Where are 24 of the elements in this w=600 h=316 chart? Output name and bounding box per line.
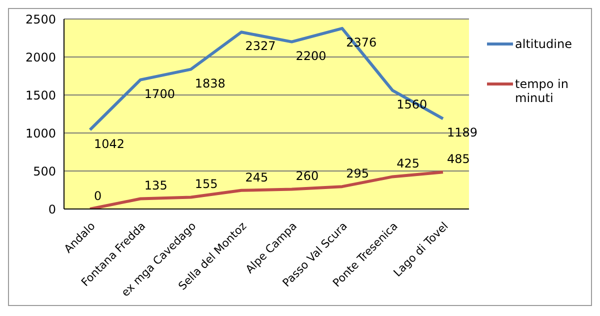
legend-label: tempo in minuti — [515, 77, 570, 105]
data-label: 0 — [94, 189, 102, 203]
data-label: 1700 — [144, 86, 175, 101]
y-tick-label: 2500 — [25, 12, 56, 26]
legend-label: altitudine — [515, 37, 572, 51]
y-tick-label: 1500 — [25, 88, 56, 102]
data-label: 1838 — [194, 76, 226, 90]
data-label: 260 — [296, 169, 319, 184]
data-label: 245 — [245, 170, 268, 184]
line-series — [88, 26, 444, 132]
data-label: 1042 — [94, 136, 125, 151]
y-tick-label: 0 — [48, 202, 56, 216]
y-tick-label: 500 — [33, 164, 56, 178]
data-label: 1189 — [447, 126, 478, 140]
data-label: 295 — [346, 166, 370, 181]
y-tick-label: 1000 — [25, 126, 56, 140]
line-series — [88, 170, 444, 209]
data-label: 2200 — [296, 48, 326, 63]
y-tick-label: 2000 — [25, 50, 56, 64]
data-label: 485 — [447, 152, 470, 166]
data-label: 425 — [396, 156, 420, 171]
data-label: 155 — [194, 177, 218, 192]
data-label: 135 — [144, 178, 168, 193]
data-label: 2327 — [245, 39, 276, 54]
